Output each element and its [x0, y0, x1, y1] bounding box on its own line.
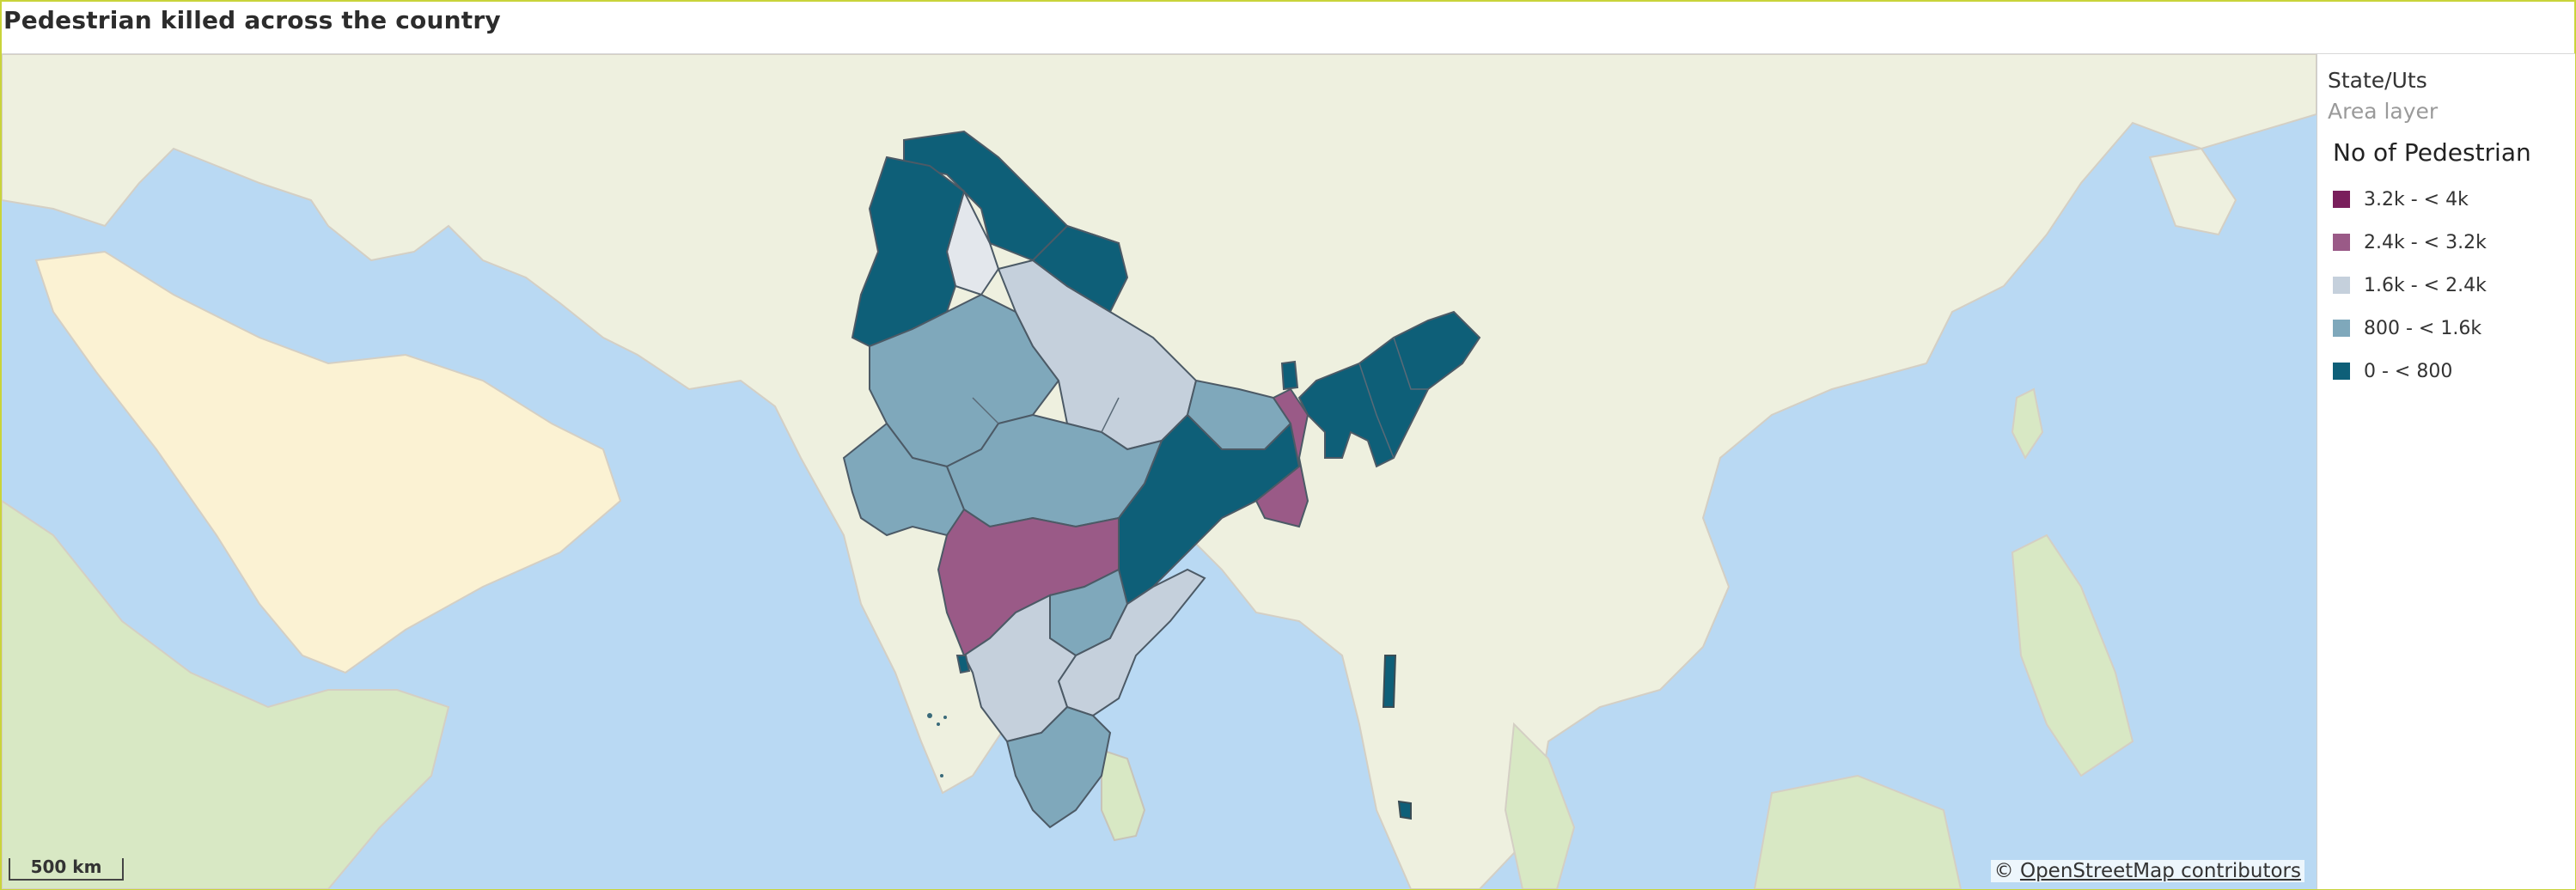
- legend-label: 0 - < 800: [2364, 360, 2453, 382]
- land-andaman: [1382, 655, 1397, 708]
- legend-item[interactable]: 0 - < 800: [2333, 358, 2452, 384]
- map-canvas[interactable]: 500 km © OpenStreetMap contributors: [2, 53, 2317, 889]
- state-uttarakhand[interactable]: [1031, 224, 1129, 314]
- scale-label: 500 km: [30, 856, 102, 877]
- land-malay: [1504, 722, 1576, 889]
- legend-layer-name[interactable]: State/Uts: [2328, 68, 2427, 93]
- legend-swatch: [2333, 363, 2350, 380]
- state-west-bengal[interactable]: [1254, 387, 1309, 528]
- map-attribution: © OpenStreetMap contributors: [1990, 860, 2304, 882]
- legend-swatch: [2333, 277, 2350, 294]
- legend-label: 800 - < 1.6k: [2364, 317, 2482, 339]
- attribution-link[interactable]: OpenStreetMap contributors: [2019, 860, 2301, 882]
- legend-item[interactable]: 800 - < 1.6k: [2333, 315, 2481, 341]
- land-sri-lanka: [1101, 748, 1146, 842]
- islands-lakshadweep: [927, 713, 947, 777]
- land-africa: [2, 499, 450, 889]
- chart-title: Pedestrian killed across the country: [3, 6, 501, 34]
- land-borneo: [1753, 774, 1963, 889]
- legend-swatch: [2333, 234, 2350, 251]
- legend-panel: State/Uts Area layer No of Pedestrian 3.…: [2317, 53, 2575, 889]
- state-goa[interactable]: [955, 655, 971, 674]
- legend-item[interactable]: 3.2k - < 4k: [2333, 186, 2469, 212]
- land-arabia: [34, 250, 622, 674]
- land-philippines: [2011, 533, 2134, 777]
- state-internal-borders: [972, 337, 1428, 459]
- legend-label: 1.6k - < 2.4k: [2364, 274, 2487, 296]
- legend-layer-type: Area layer: [2328, 99, 2439, 124]
- land-nicobar: [1397, 800, 1412, 820]
- legend-item[interactable]: 1.6k - < 2.4k: [2333, 272, 2487, 298]
- copyright-symbol: ©: [1993, 860, 2014, 882]
- state-tamil-nadu[interactable]: [1005, 705, 1112, 829]
- legend-label: 3.2k - < 4k: [2364, 188, 2469, 210]
- state-sikkim[interactable]: [1280, 360, 1299, 391]
- legend-label: 2.4k - < 3.2k: [2364, 231, 2487, 253]
- land-japan: [2148, 147, 2237, 236]
- scale-bar: 500 km: [9, 856, 124, 881]
- legend-swatch: [2333, 320, 2350, 337]
- land-taiwan: [2011, 387, 2044, 460]
- state-karnataka[interactable]: [962, 594, 1077, 743]
- legend-swatch: [2333, 191, 2350, 208]
- legend-item[interactable]: 2.4k - < 3.2k: [2333, 229, 2487, 255]
- legend-measure-title: No of Pedestrian: [2333, 138, 2531, 167]
